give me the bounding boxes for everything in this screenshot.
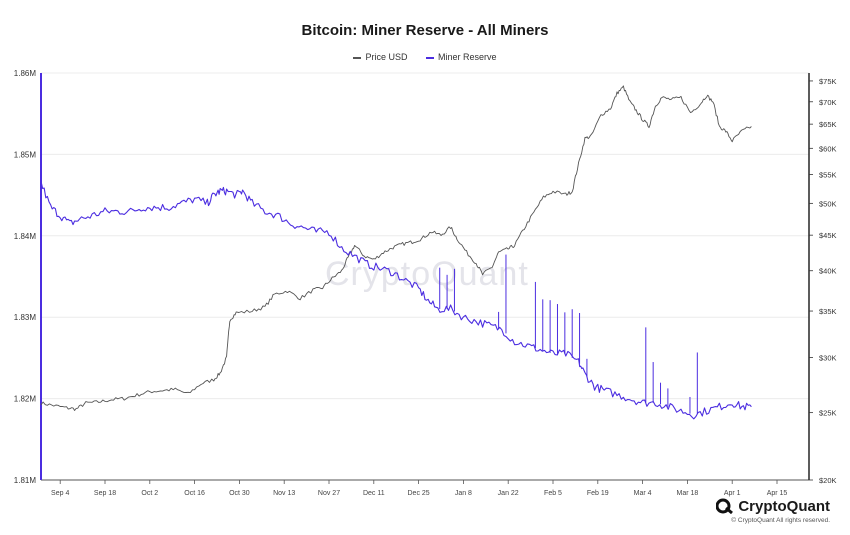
price-usd-line — [40, 85, 752, 411]
x-tick-label: Feb 19 — [587, 490, 609, 497]
x-tick-label: Dec 11 — [363, 490, 385, 497]
x-tick-label: Mar 4 — [634, 490, 652, 497]
x-tick-label: Apr 15 — [767, 490, 788, 497]
right-tick-label: $60K — [819, 144, 837, 153]
left-tick-label: 1.86M — [14, 69, 37, 78]
chart-title: Bitcoin: Miner Reserve - All Miners — [301, 22, 549, 39]
legend-item-miner-reserve[interactable]: Miner Reserve — [426, 52, 497, 62]
x-tick-label: Feb 5 — [544, 490, 562, 497]
left-tick-label: 1.82M — [14, 395, 37, 404]
miner-reserve-line — [40, 181, 752, 420]
right-tick-label: $55K — [819, 171, 837, 180]
legend-item-price[interactable]: Price USD — [353, 52, 407, 62]
axes — [40, 73, 810, 481]
right-tick-label: $75K — [819, 77, 837, 86]
x-tick-label: Nov 27 — [318, 490, 340, 497]
right-tick-label: $40K — [819, 267, 837, 276]
x-tick-label: Oct 16 — [184, 490, 205, 497]
copyright: © CryptoQuant All rights reserved. — [731, 517, 830, 524]
x-tick-label: Mar 18 — [677, 490, 699, 497]
left-tick-label: 1.84M — [14, 232, 37, 241]
x-tick-label: Sep 18 — [94, 490, 116, 497]
legend-swatch-price — [353, 56, 362, 59]
left-axis-ticks: 1.81M 1.82M 1.83M 1.84M 1.85M 1.86M — [14, 69, 37, 485]
x-tick-label: Dec 25 — [408, 490, 430, 497]
series-group — [40, 85, 752, 420]
left-tick-label: 1.85M — [14, 150, 37, 159]
brand-logo: CryptoQuant — [715, 498, 830, 518]
right-tick-label: $70K — [819, 98, 837, 107]
right-tick-label: $25K — [819, 409, 837, 418]
right-tick-label: $50K — [819, 199, 837, 208]
right-axis-ticks: $20K $25K $30K $35K $40K $45K $50K $55K $60K $65K… — [809, 77, 837, 485]
x-tick-label: Sep 4 — [51, 490, 69, 497]
legend-label-price: Price USD — [365, 52, 408, 62]
brand-name: CryptoQuant — [738, 498, 830, 515]
right-tick-label: $35K — [819, 307, 837, 316]
right-tick-label: $20K — [819, 476, 837, 485]
cryptoquant-logo-icon — [715, 498, 734, 518]
legend: Price USD Miner Reserve — [0, 52, 850, 62]
x-tick-label: Jan 22 — [498, 490, 519, 497]
right-tick-label: $45K — [819, 231, 837, 240]
x-tick-label: Oct 2 — [141, 490, 158, 497]
legend-swatch-miner-reserve — [426, 56, 434, 59]
right-tick-label: $65K — [819, 120, 837, 129]
x-tick-label: Oct 30 — [229, 490, 250, 497]
x-tick-label: Apr 1 — [724, 490, 741, 497]
left-tick-label: 1.83M — [14, 313, 37, 322]
x-tick-label: Nov 13 — [273, 490, 295, 497]
x-tick-label: Jan 8 — [455, 490, 472, 497]
x-axis-ticks: Sep 4 Sep 18 Oct 2 Oct 16 Oct 30 Nov 13 Nov 27… — [51, 480, 787, 497]
legend-label-miner-reserve: Miner Reserve — [438, 52, 497, 62]
right-tick-label: $30K — [819, 354, 837, 363]
left-tick-label: 1.81M — [14, 476, 37, 485]
